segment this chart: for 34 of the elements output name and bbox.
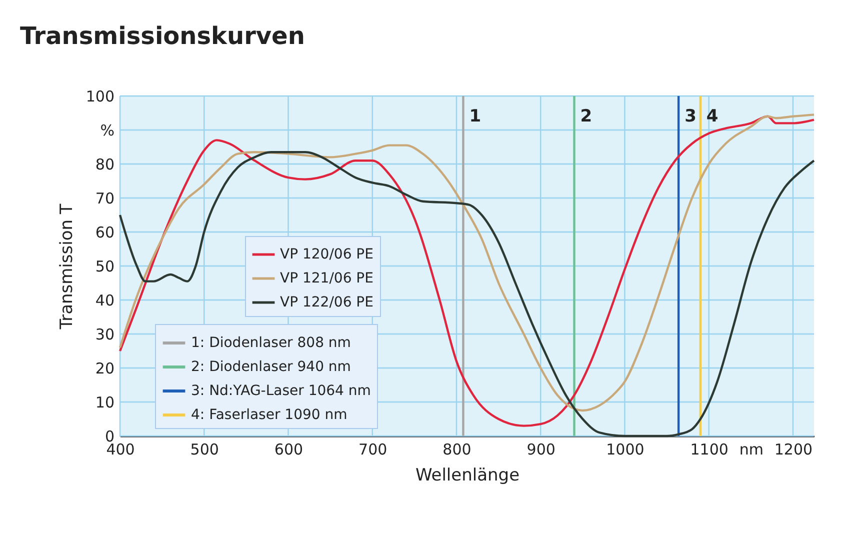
y-tick-label: 100 xyxy=(86,88,114,106)
x-tick-label: 1100 xyxy=(690,440,728,458)
legend-label: VP 122/06 PE xyxy=(280,294,374,310)
x-tick-label: 400 xyxy=(106,440,135,458)
x-axis-title: Wellenlänge xyxy=(415,466,520,486)
annotation: 1: Diodenlaser 808 nm xyxy=(191,335,351,351)
legend-label: VP 121/06 PE xyxy=(280,270,374,286)
x-tick-label: nm xyxy=(739,440,764,458)
y-tick-label: 50 xyxy=(95,258,114,276)
annotation: 3 xyxy=(684,106,696,126)
annotation: 3: Nd:YAG-Laser 1064 nm xyxy=(191,383,371,399)
y-tick-label: 80 xyxy=(95,156,114,174)
y-tick-label: 70 xyxy=(95,190,114,208)
y-tick-label: 20 xyxy=(95,360,114,378)
annotation: 2 xyxy=(580,106,592,126)
y-tick-label: 40 xyxy=(95,292,114,310)
y-axis-title: Transmission T xyxy=(56,203,77,330)
y-tick-label: 10 xyxy=(95,394,114,412)
y-tick-label: % xyxy=(100,122,114,140)
x-tick-label: 1200 xyxy=(774,440,813,458)
x-tick-label: 1000 xyxy=(606,440,644,458)
x-tick-label: 600 xyxy=(274,440,304,458)
x-tick-label: 500 xyxy=(190,440,219,458)
y-tick-label: 30 xyxy=(95,326,114,344)
legend-label: VP 120/06 PE xyxy=(280,246,374,262)
x-tick-label: 900 xyxy=(526,440,556,458)
chart-title: Transmissionskurven xyxy=(20,22,305,50)
x-tick-label: 800 xyxy=(442,440,472,458)
annotation: 2: Diodenlaser 940 nm xyxy=(191,359,351,375)
annotation: 4: Faserlaser 1090 nm xyxy=(191,407,348,423)
annotation: 4 xyxy=(706,106,718,126)
x-tick-label: 700 xyxy=(358,440,388,458)
y-tick-label: 60 xyxy=(95,224,114,242)
annotation: 1 xyxy=(469,106,482,126)
